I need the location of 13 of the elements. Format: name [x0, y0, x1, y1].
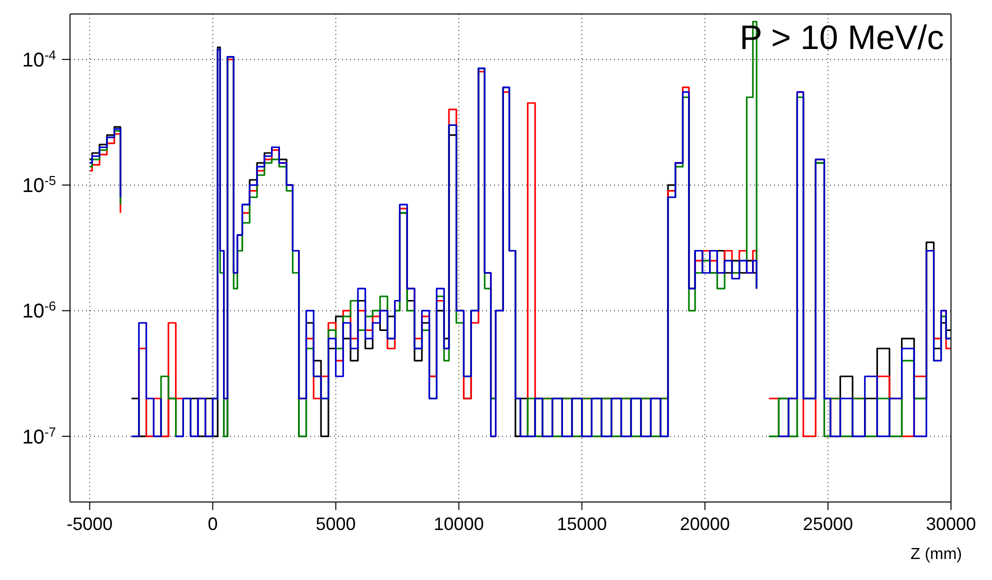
- x-axis-title: Z (mm): [910, 546, 962, 564]
- x-tick-label: 20000: [680, 514, 730, 534]
- x-tick-label: 30000: [926, 514, 976, 534]
- x-tick-label: 5000: [316, 514, 356, 534]
- x-tick-label: 15000: [556, 514, 607, 534]
- x-tick-label: -5000: [66, 514, 113, 534]
- y-tick-label: 10$^{-6}$: [22, 298, 56, 323]
- y-tick-label: 10$^{-5}$: [22, 172, 56, 198]
- x-tick-label: 10000: [434, 514, 484, 534]
- y-tick-label: 10$^{-4}$: [22, 46, 56, 72]
- x-tick-label: 0: [208, 514, 218, 534]
- x-tick-label: 25000: [802, 514, 853, 534]
- y-tick-label: 10$^{-7}$: [22, 424, 56, 448]
